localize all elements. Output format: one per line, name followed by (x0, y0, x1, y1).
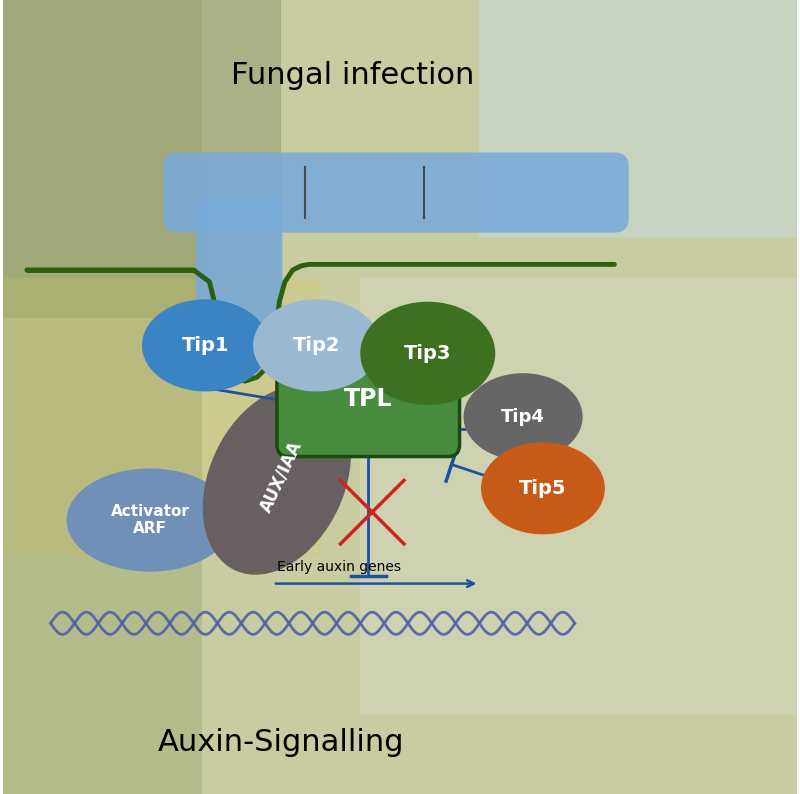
Ellipse shape (463, 373, 582, 461)
Bar (3, 278, 321, 556)
Ellipse shape (360, 302, 495, 405)
Bar (360, 278, 797, 715)
Text: Tip3: Tip3 (404, 344, 451, 363)
Text: Fungal infection: Fungal infection (230, 61, 474, 90)
Bar (3, 0, 202, 794)
Text: Early auxin genes: Early auxin genes (277, 560, 401, 574)
FancyBboxPatch shape (196, 197, 282, 355)
FancyBboxPatch shape (277, 341, 459, 457)
Text: Auxin-Signalling: Auxin-Signalling (158, 728, 404, 757)
Text: Tip1: Tip1 (182, 336, 230, 355)
Text: AUX/IAA: AUX/IAA (257, 437, 306, 515)
Bar (479, 0, 797, 238)
Ellipse shape (481, 442, 605, 534)
FancyBboxPatch shape (163, 152, 629, 233)
Text: Tip5: Tip5 (519, 479, 566, 498)
Text: Tip4: Tip4 (501, 408, 545, 426)
Ellipse shape (142, 299, 269, 391)
Ellipse shape (209, 311, 270, 364)
Ellipse shape (253, 299, 380, 391)
Bar (3, 0, 281, 318)
Ellipse shape (66, 468, 234, 572)
Text: Tip2: Tip2 (293, 336, 340, 355)
Text: TPL: TPL (344, 387, 393, 411)
Text: Activator
ARF: Activator ARF (110, 504, 190, 536)
Ellipse shape (202, 386, 351, 575)
